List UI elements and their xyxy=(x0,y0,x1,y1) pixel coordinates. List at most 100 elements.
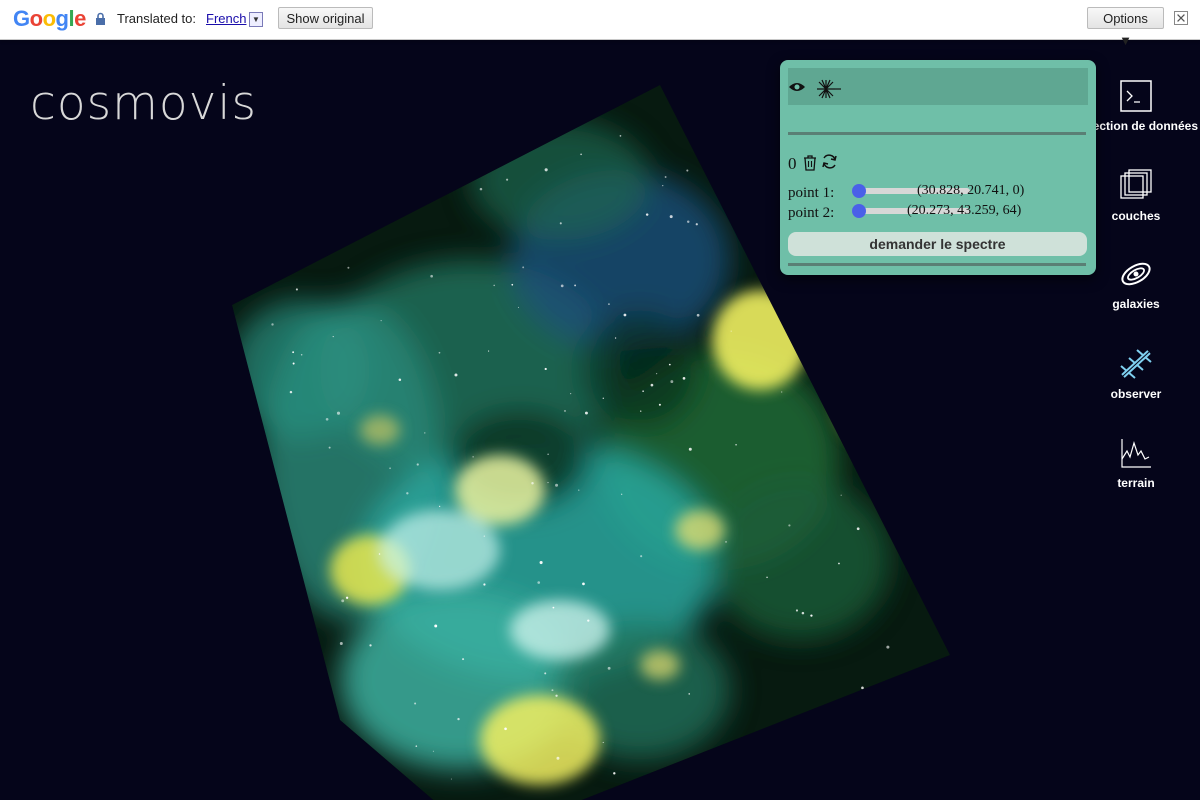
star-point xyxy=(688,693,690,695)
star-point xyxy=(415,745,418,747)
app-title: cosmovis xyxy=(30,76,257,131)
star-point xyxy=(416,463,419,466)
star-point xyxy=(286,638,290,642)
star-point xyxy=(822,392,825,395)
star-point xyxy=(268,281,270,283)
star-point xyxy=(570,393,572,395)
star-point xyxy=(801,611,805,615)
star-point xyxy=(336,411,341,415)
star-point xyxy=(430,274,433,278)
panel-header xyxy=(788,68,1088,105)
star-point xyxy=(372,151,377,155)
star-point xyxy=(552,606,555,609)
star-point xyxy=(556,756,560,760)
star-point xyxy=(457,717,460,721)
star-point xyxy=(766,576,768,579)
point1-label: point 1: xyxy=(788,185,835,201)
star-point xyxy=(438,351,441,354)
star-point xyxy=(856,527,860,531)
star-point xyxy=(472,456,474,458)
terminal-icon xyxy=(1120,80,1152,112)
star-point xyxy=(838,562,840,565)
refresh-icon[interactable] xyxy=(821,153,838,170)
star-point xyxy=(511,283,514,286)
star-point xyxy=(289,390,293,394)
star-point xyxy=(414,702,417,705)
star-point xyxy=(531,481,534,485)
star-point xyxy=(664,176,667,178)
star-point xyxy=(295,288,298,291)
star-point xyxy=(367,120,371,124)
star-point xyxy=(544,367,547,371)
translated-label: Translated to: xyxy=(117,11,197,26)
star-point xyxy=(883,458,885,461)
point2-slider-thumb[interactable] xyxy=(852,204,866,218)
star-point xyxy=(292,362,295,365)
star-point xyxy=(623,313,627,317)
menu-item-galaxies[interactable]: galaxies xyxy=(1076,258,1196,311)
point2-slider[interactable] xyxy=(852,204,970,218)
star-point xyxy=(332,335,334,338)
star-point xyxy=(696,313,700,317)
star-point xyxy=(345,596,349,599)
spectrum-burst-icon[interactable] xyxy=(816,79,842,99)
point1-slider[interactable] xyxy=(852,184,970,198)
star-point xyxy=(488,350,490,352)
star-point xyxy=(555,694,558,697)
star-point xyxy=(328,446,331,449)
telescope-icon xyxy=(1120,349,1152,379)
star-point xyxy=(836,346,839,349)
star-point xyxy=(438,505,441,508)
star-point xyxy=(619,135,622,137)
volume-render-canvas[interactable]: cosmovis xyxy=(0,40,1200,800)
menu-item-data-selection[interactable]: sélection de données xyxy=(1076,80,1198,133)
star-point xyxy=(642,390,644,392)
star-point xyxy=(884,521,886,523)
star-point xyxy=(271,323,274,326)
star-point xyxy=(555,483,559,487)
star-point xyxy=(607,666,611,670)
menu-item-layers[interactable]: couches xyxy=(1076,168,1196,223)
star-point xyxy=(398,378,402,382)
menu-label: galaxies xyxy=(1112,297,1160,311)
star-point xyxy=(300,353,303,356)
star-point xyxy=(369,644,372,647)
star-point xyxy=(305,225,307,228)
star-point xyxy=(658,403,661,406)
star-point xyxy=(544,672,547,675)
star-point xyxy=(544,168,548,172)
request-spectrum-button[interactable]: demander le spectre xyxy=(788,232,1087,256)
options-button[interactable]: Options ▼ xyxy=(1087,7,1164,48)
point1-slider-thumb[interactable] xyxy=(852,184,866,198)
star-point xyxy=(613,772,616,775)
star-point xyxy=(608,303,610,306)
star-point xyxy=(688,447,692,451)
menu-item-observer[interactable]: observer xyxy=(1076,348,1196,401)
star-point xyxy=(879,333,882,336)
show-original-button[interactable]: Show original xyxy=(278,7,373,29)
star-point xyxy=(578,489,580,491)
star-point xyxy=(886,645,890,649)
star-point xyxy=(602,741,604,744)
layers-icon xyxy=(1120,169,1152,199)
language-link[interactable]: French xyxy=(206,11,247,26)
star-point xyxy=(797,768,800,772)
eye-icon[interactable] xyxy=(788,81,806,93)
star-point xyxy=(389,467,391,470)
star-point xyxy=(483,583,486,586)
menu-item-terrain[interactable]: terrain xyxy=(1076,437,1196,490)
star-point xyxy=(325,417,329,421)
star-point xyxy=(730,330,732,332)
star-point xyxy=(650,383,654,387)
trash-icon[interactable] xyxy=(802,154,818,171)
panel-divider xyxy=(788,263,1086,266)
star-point xyxy=(483,535,485,537)
close-icon[interactable] xyxy=(1174,11,1188,25)
star-point xyxy=(875,318,879,322)
lock-icon xyxy=(96,12,105,25)
language-dropdown-icon[interactable]: ▼ xyxy=(249,12,263,27)
translate-bar: Google Translated to: French ▼ Show orig… xyxy=(0,0,1200,48)
star-point xyxy=(582,582,585,586)
star-point xyxy=(517,306,519,308)
point1-coordinates: (30.828, 20.741, 0) xyxy=(917,183,1025,198)
